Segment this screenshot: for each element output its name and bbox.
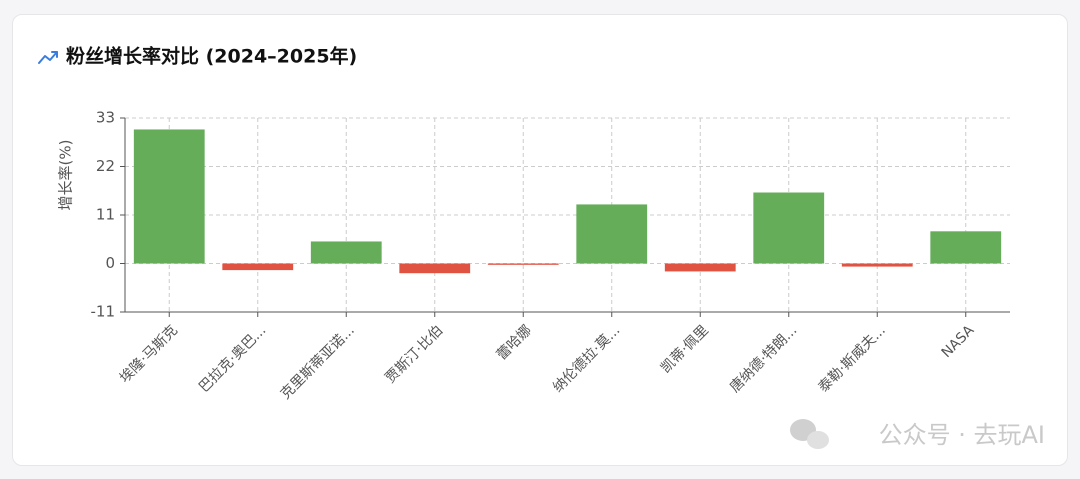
x-tick-label: 克里斯蒂亚诺... (278, 322, 358, 402)
x-tick-label: 贾斯汀·比伯 (382, 322, 446, 386)
wechat-icon (790, 419, 829, 449)
x-tick-label: NASA (939, 322, 978, 361)
x-tick-label: 唐纳德·特朗... (726, 322, 800, 396)
trend-icon (38, 51, 58, 64)
y-tick-label: 22 (96, 157, 115, 175)
bar (841, 263, 913, 267)
bar (310, 241, 382, 264)
bar (664, 263, 736, 272)
y-tick-label: 0 (105, 254, 115, 272)
bar (487, 263, 559, 265)
bar (133, 129, 205, 264)
bar (222, 263, 294, 271)
x-tick-label: 纳伦德拉·莫... (550, 322, 623, 395)
bar (399, 263, 471, 274)
x-tick-label: 凯蒂·佩里 (658, 322, 712, 376)
chart-title: 粉丝增长率对比 (2024–2025年) (66, 45, 357, 68)
y-tick-label: 33 (96, 109, 115, 127)
y-tick-label: 11 (96, 206, 115, 224)
watermark: 公众号 · 去玩AI (879, 421, 1045, 449)
bar (930, 231, 1002, 264)
y-axis-label: 增长率(%) (57, 140, 75, 211)
x-tick-label: 泰勒·斯威夫... (816, 322, 889, 395)
x-tick-label: 巴拉克·奥巴... (195, 322, 269, 396)
y-tick-label: -11 (91, 303, 116, 321)
bar (576, 204, 648, 264)
x-tick-label: 蕾哈娜 (494, 322, 535, 363)
bar (753, 192, 825, 264)
x-tick-label: 埃隆·马斯克 (117, 322, 181, 386)
